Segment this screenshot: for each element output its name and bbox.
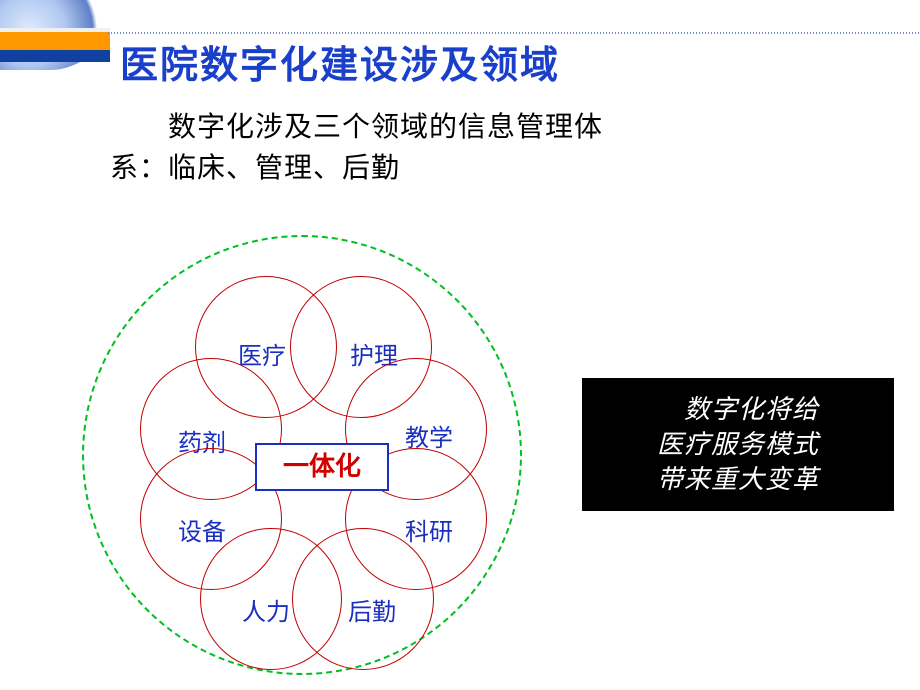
callout-line1: 数字化将给 xyxy=(657,395,819,424)
slide-subtitle: 数字化涉及三个领域的信息管理体 系：临床、管理、后勤 xyxy=(110,108,670,189)
callout-line3: 带来重大变革 xyxy=(657,465,819,494)
domain-label: 医疗 xyxy=(238,336,286,371)
callout-box: 数字化将给 医疗服务模式 带来重大变革 xyxy=(582,378,894,511)
venn-diagram: 医疗护理药剂教学设备科研人力后勤一体化 xyxy=(60,228,540,688)
domain-label: 设备 xyxy=(178,512,226,547)
domain-label: 后勤 xyxy=(348,592,396,627)
callout-line2: 医疗服务模式 xyxy=(657,430,819,459)
domain-label: 科研 xyxy=(405,512,453,547)
subtitle-line2: 系：临床、管理、后勤 xyxy=(110,153,400,184)
corner-stripes xyxy=(0,28,110,62)
subtitle-line1: 数字化涉及三个领域的信息管理体 xyxy=(110,112,603,143)
slide-title: 医院数字化建设涉及领域 xyxy=(120,34,560,89)
domain-label: 人力 xyxy=(242,592,290,627)
center-box: 一体化 xyxy=(255,443,389,491)
